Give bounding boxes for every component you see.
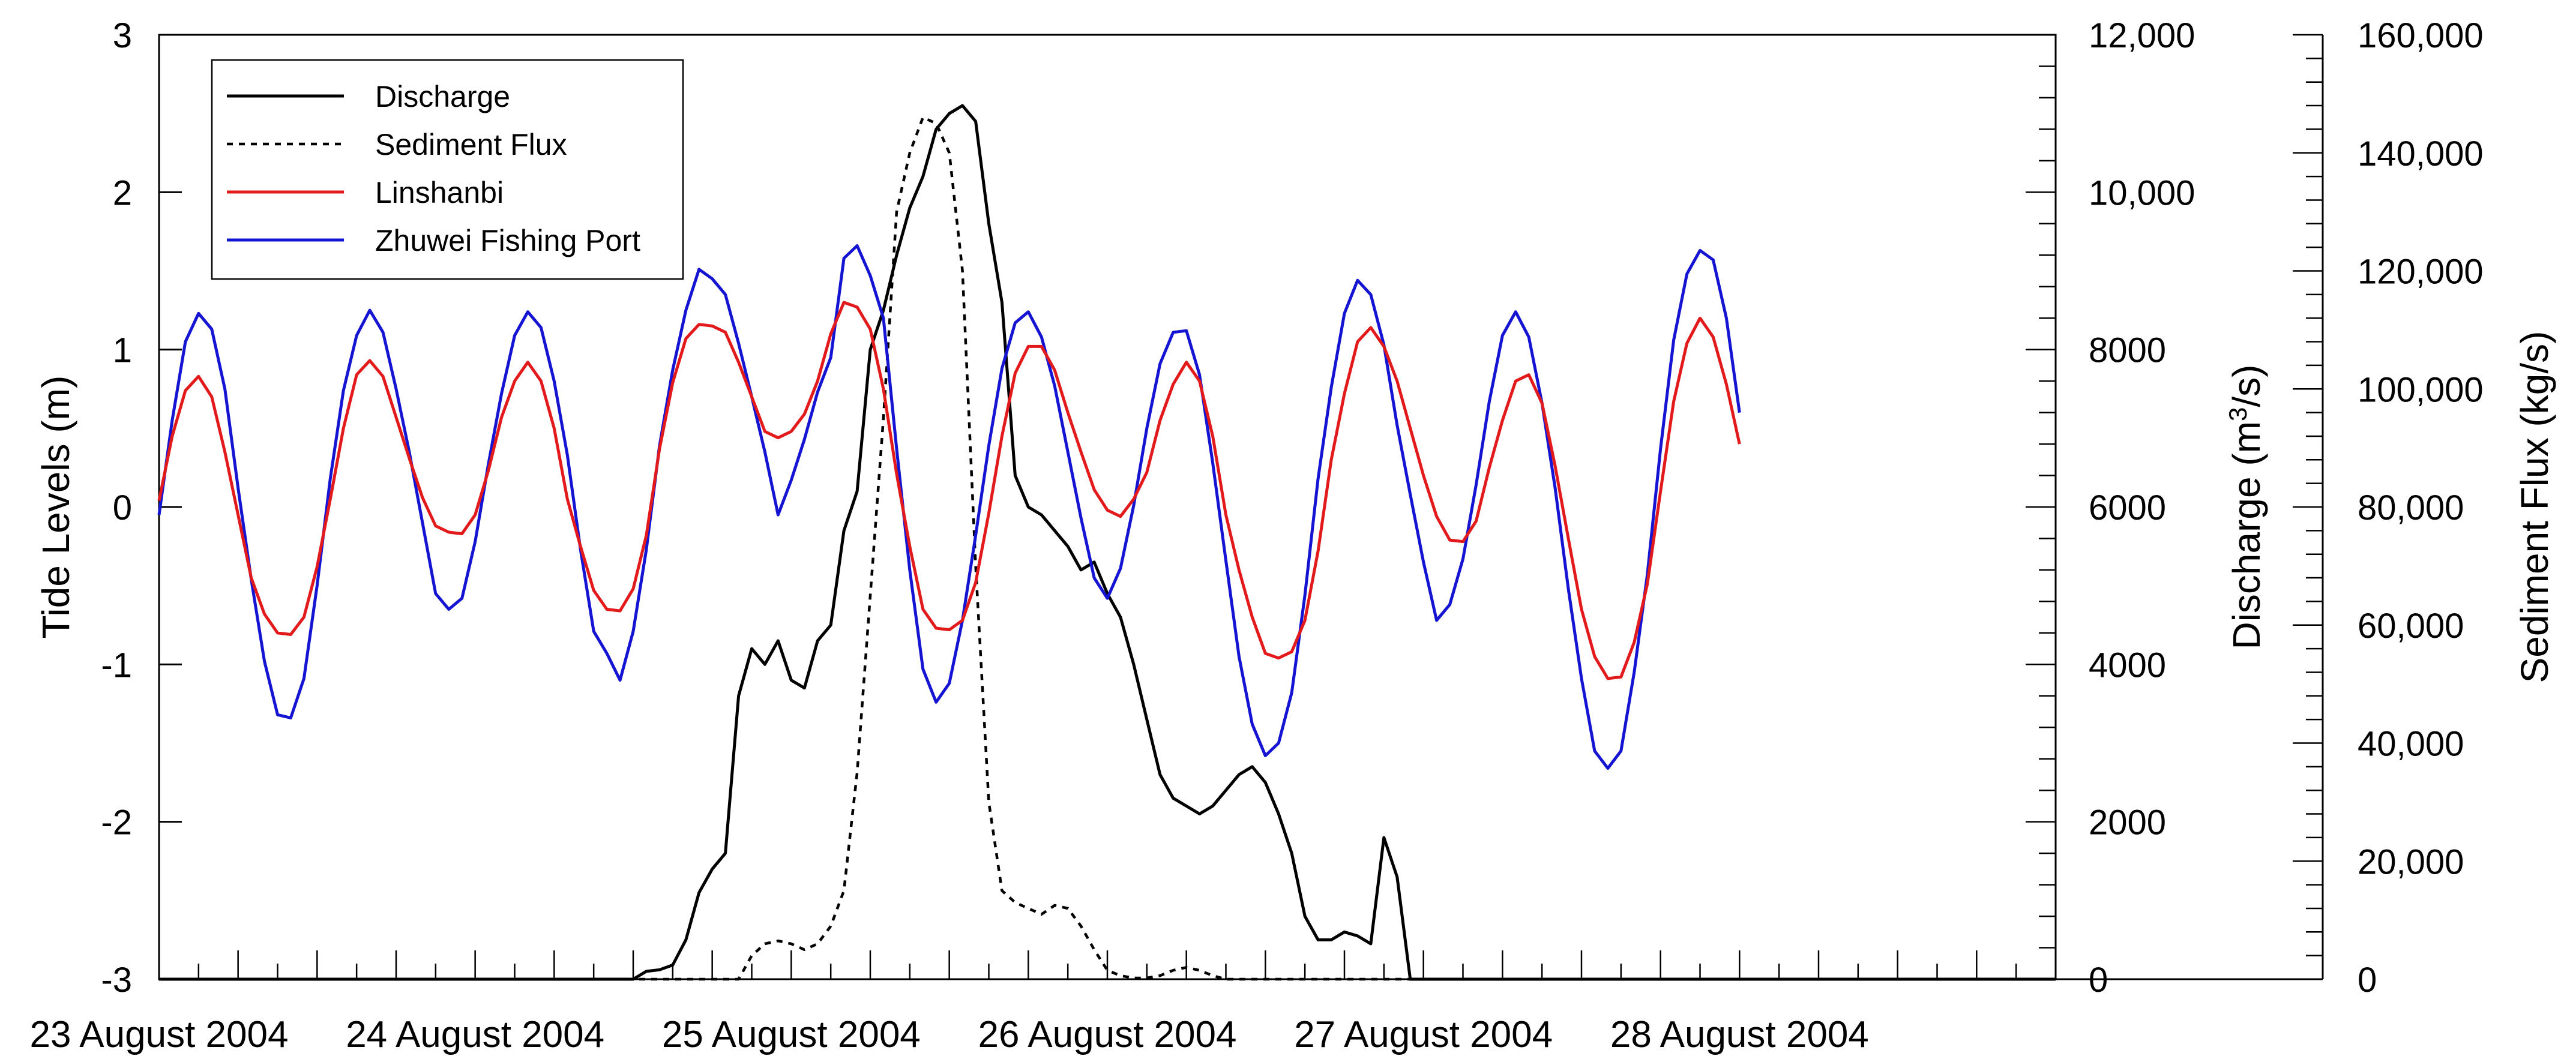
x-axis-date-label: 24 August 2004: [346, 1014, 604, 1055]
left-axis-tick-label: 1: [113, 331, 132, 370]
discharge-tick-label: 0: [2089, 961, 2108, 1000]
sediment-tick-label: 40,000: [2358, 725, 2464, 764]
x-axis-date-label: 23 August 2004: [30, 1014, 289, 1055]
sediment-tick-label: 160,000: [2358, 16, 2484, 55]
legend-label: Sediment Flux: [375, 128, 567, 161]
series-layer: [157, 104, 2056, 981]
sediment-tick-label: 120,000: [2358, 253, 2484, 292]
legend-label: Discharge: [375, 80, 510, 113]
discharge-tick-label: 12,000: [2089, 16, 2195, 55]
discharge-tick-label: 8000: [2089, 331, 2166, 370]
linshanbi-line: [157, 301, 1741, 680]
sediment-tick-label: 0: [2358, 961, 2377, 1000]
left-axis-title: Tide Levels (m): [34, 376, 77, 639]
legend-label: Linshanbi: [375, 176, 504, 209]
left-axis-tick-label: 2: [113, 173, 132, 212]
left-axis-tick-label: -2: [101, 803, 132, 842]
sediment-axis-title: Sediment Flux (kg/s): [2513, 331, 2556, 683]
x-axis-date-label: 26 August 2004: [978, 1014, 1237, 1055]
discharge-tick-label: 4000: [2089, 646, 2166, 685]
discharge-tick-label: 6000: [2089, 488, 2166, 527]
sediment-tick-label: 100,000: [2358, 370, 2484, 409]
left-axis-tick-label: 0: [113, 488, 132, 527]
x-axis-date-label: 28 August 2004: [1610, 1014, 1869, 1055]
sediment-flux-line: [159, 116, 2056, 981]
discharge-axis-title: Discharge (m3/s): [2224, 365, 2268, 650]
x-axis-date-label: 27 August 2004: [1294, 1014, 1553, 1055]
zhuwei-line: [157, 244, 1741, 770]
axis-labels: 3 2 1 0 -1 -2 -3 12,000 10,000 8000 6000 4000 2000 0 1…: [30, 16, 2556, 1055]
discharge-line: [159, 104, 2056, 981]
discharge-tick-label: 2000: [2089, 803, 2166, 842]
sediment-tick-label: 60,000: [2358, 607, 2464, 646]
left-axis-tick-label: -1: [101, 646, 132, 685]
discharge-tick-label: 10,000: [2089, 173, 2195, 212]
sediment-tick-label: 20,000: [2358, 842, 2464, 881]
x-axis-date-label: 25 August 2004: [662, 1014, 921, 1055]
sediment-tick-label: 80,000: [2358, 488, 2464, 527]
legend: Discharge Sediment Flux Linshanbi Zhuwei Fi…: [211, 59, 684, 280]
legend-label: Zhuwei Fishing Port: [375, 224, 640, 257]
left-axis-tick-label: -3: [101, 961, 132, 1000]
sediment-tick-label: 140,000: [2358, 134, 2484, 173]
left-axis-tick-label: 3: [113, 16, 132, 55]
